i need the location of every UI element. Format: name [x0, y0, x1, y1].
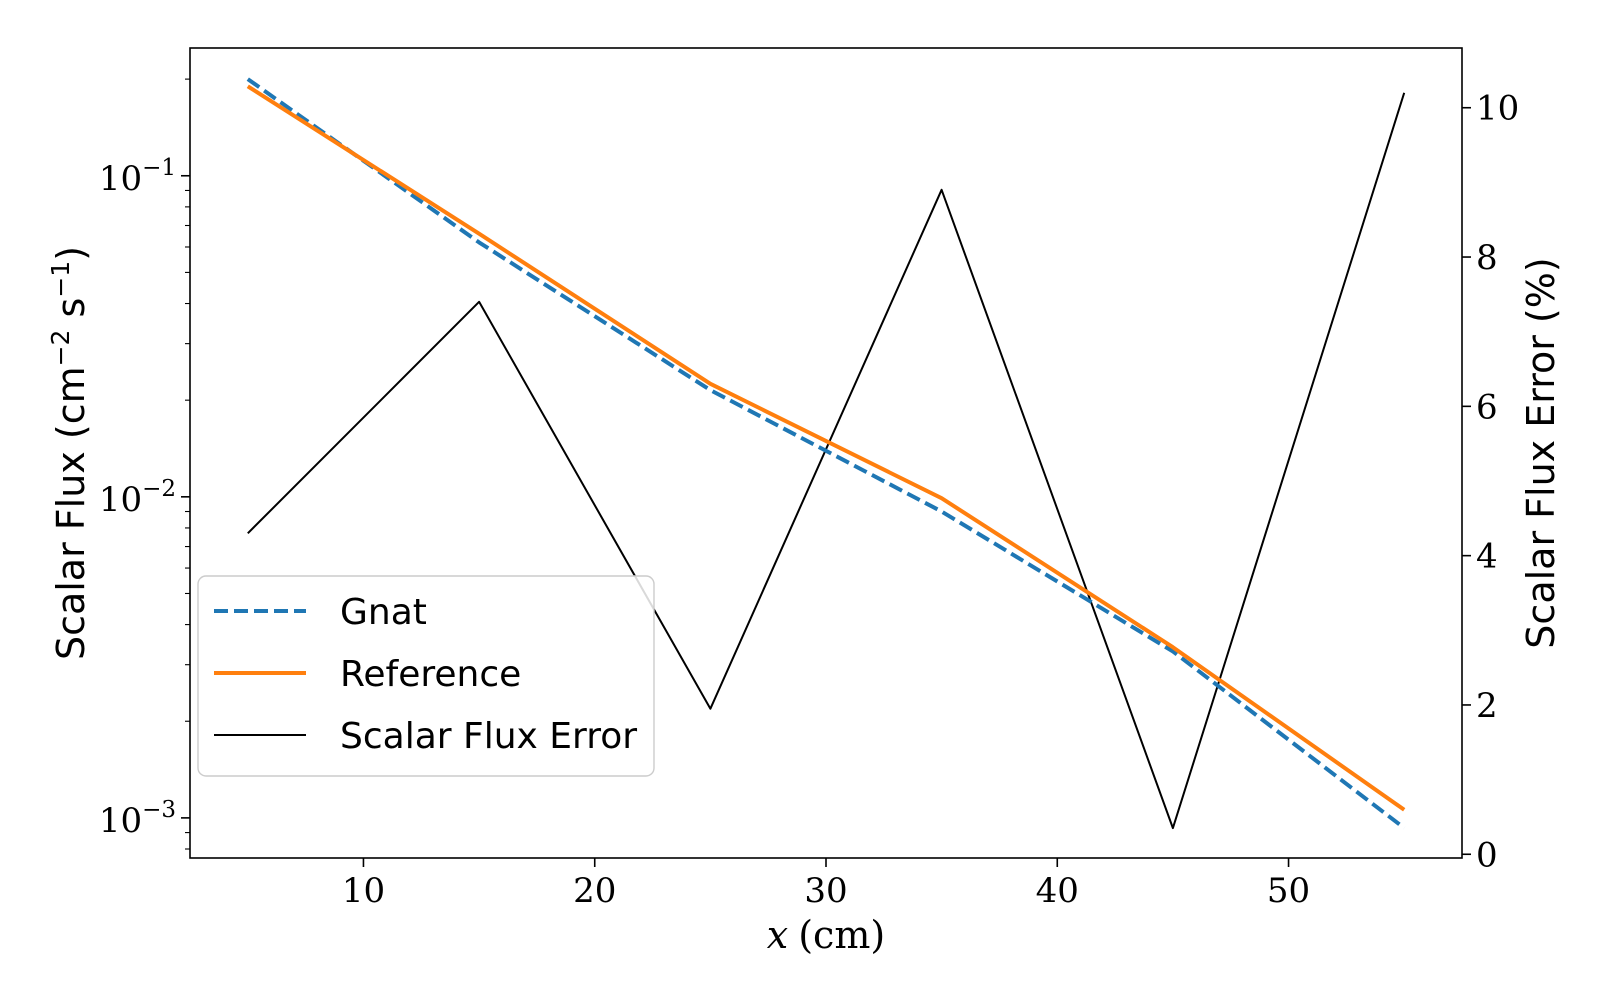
x-tick-label: 50	[1267, 871, 1310, 911]
y-right-tick-label: 10	[1476, 89, 1519, 129]
y-left-tick-label: 10−3	[99, 797, 176, 841]
y-right-tick-label: 2	[1476, 686, 1498, 726]
x-tick-label: 20	[573, 871, 616, 911]
legend: Gnat Reference Scalar Flux Error	[197, 575, 655, 777]
y-right-tick-label: 8	[1476, 238, 1498, 278]
legend-label-reference: Reference	[340, 654, 521, 695]
legend-box	[197, 575, 655, 777]
y-axis-right-ticks: 0 2 4 6 8 10	[1462, 89, 1519, 875]
y-right-tick-label: 6	[1476, 387, 1498, 427]
y-right-tick-label: 0	[1476, 835, 1498, 875]
y-left-tick-label: 10−1	[99, 155, 176, 199]
y-left-tick-label: 10−2	[99, 476, 176, 520]
y-axis-left-ticks: 10−1 10−2 10−3	[99, 78, 190, 850]
x-axis-ticks: 10 20 30 40 50	[342, 858, 1310, 911]
x-tick-label: 10	[342, 871, 385, 911]
series-lines	[246, 77, 1406, 830]
y-right-tick-label: 4	[1476, 537, 1498, 577]
x-tick-label: 40	[1036, 871, 1079, 911]
legend-label-gnat: Gnat	[340, 592, 427, 633]
legend-label-scalar-flux-error: Scalar Flux Error	[340, 716, 637, 757]
x-tick-label: 30	[804, 871, 847, 911]
series-line-gnat	[246, 77, 1406, 830]
series-line-reference	[246, 84, 1406, 812]
y-axis-right-title: Scalar Flux Error (%)	[1519, 257, 1563, 648]
y-axis-left-title: Scalar Flux (cm−2 s−1)	[46, 246, 93, 660]
x-axis-title: x (cm)	[767, 913, 885, 957]
